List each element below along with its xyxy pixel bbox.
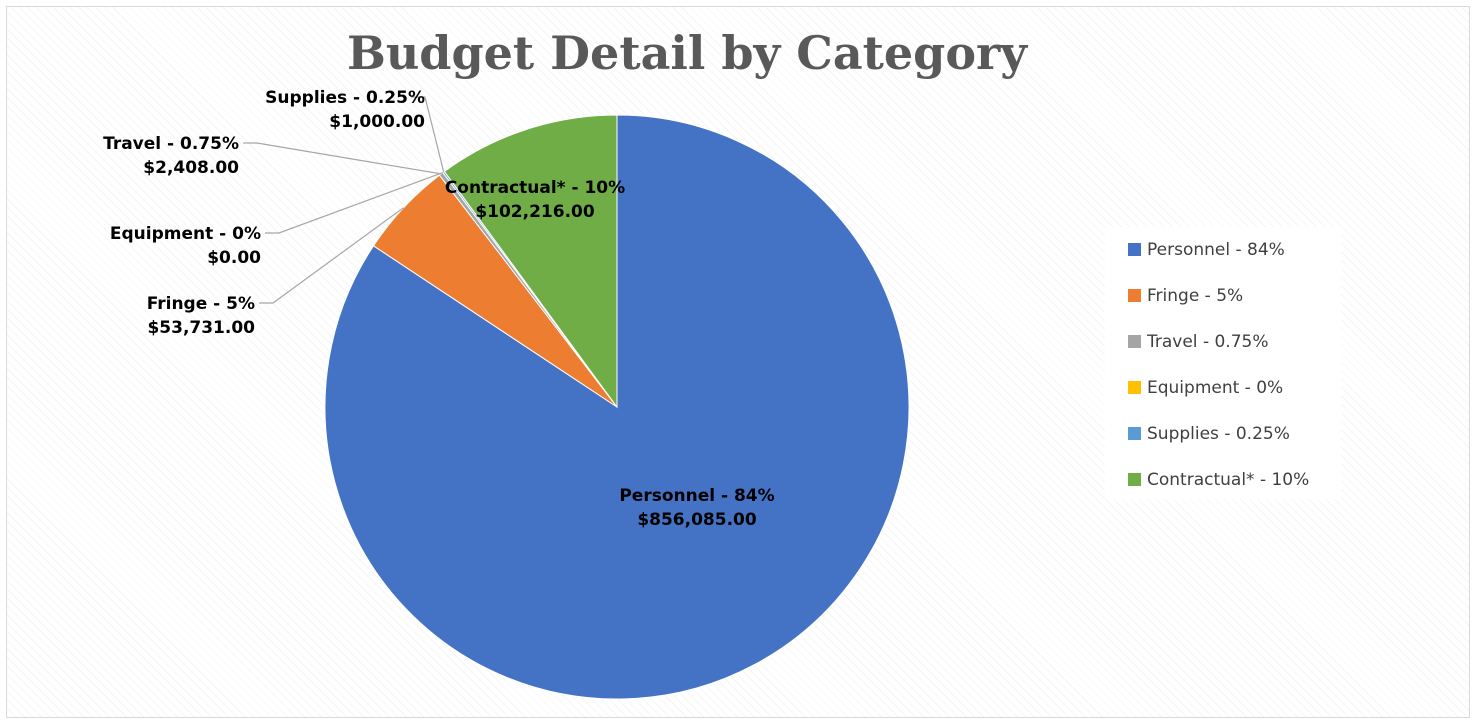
label-value: $856,085.00 — [637, 510, 757, 530]
pie-slices — [324, 114, 910, 700]
legend-swatch-equipment — [1128, 381, 1141, 394]
label-percent: Supplies - 0.25% — [265, 88, 425, 108]
pie-chart: Budget Detail by Category Personnel - 84… — [103, 26, 1341, 700]
legend: Personnel - 84% Fringe - 5% Travel - 0.75%… — [1105, 227, 1341, 499]
label-percent: Personnel - 84% — [619, 486, 774, 506]
leader-lines — [243, 96, 445, 304]
label-percent: Travel - 0.75% — [103, 134, 239, 154]
data-label-supplies: Supplies - 0.25% $1,000.00 — [265, 88, 425, 132]
legend-background — [1105, 227, 1341, 499]
label-percent: Contractual* - 10% — [445, 178, 625, 198]
leader-line-travel — [243, 142, 442, 175]
data-label-contractual: Contractual* - 10% $102,216.00 — [445, 178, 625, 222]
legend-label-contractual: Contractual* - 10% — [1147, 470, 1309, 490]
legend-swatch-contractual — [1128, 473, 1141, 486]
label-percent: Fringe - 5% — [147, 294, 255, 314]
label-value: $0.00 — [207, 248, 261, 268]
chart-title: Budget Detail by Category — [347, 26, 1028, 80]
data-label-fringe: Fringe - 5% $53,731.00 — [147, 294, 255, 338]
legend-items: Personnel - 84% Fringe - 5% Travel - 0.75%… — [1128, 240, 1309, 490]
leader-line-equipment — [265, 172, 444, 234]
legend-swatch-supplies — [1128, 427, 1141, 440]
label-value: $53,731.00 — [147, 318, 255, 338]
label-value: $2,408.00 — [143, 158, 239, 178]
legend-label-personnel: Personnel - 84% — [1147, 240, 1285, 260]
legend-label-travel: Travel - 0.75% — [1146, 332, 1268, 352]
legend-swatch-personnel — [1128, 243, 1141, 256]
legend-swatch-travel — [1128, 335, 1141, 348]
label-value: $1,000.00 — [329, 112, 425, 132]
legend-label-fringe: Fringe - 5% — [1147, 286, 1243, 306]
legend-swatch-fringe — [1128, 289, 1141, 302]
pie-slice-personnel — [324, 114, 910, 700]
data-label-personnel: Personnel - 84% $856,085.00 — [619, 486, 774, 530]
pie-slice-contractual — [443, 114, 618, 409]
data-labels: Personnel - 84% $856,085.00 Fringe - 5% $53… — [103, 88, 775, 530]
data-label-equipment: Equipment - 0% $0.00 — [110, 224, 261, 268]
leader-line-supplies — [411, 96, 445, 173]
legend-label-equipment: Equipment - 0% — [1147, 378, 1283, 398]
label-percent: Equipment - 0% — [110, 224, 261, 244]
chart-area: Budget Detail by Category Personnel - 84… — [6, 6, 1470, 718]
data-label-travel: Travel - 0.75% $2,408.00 — [103, 134, 239, 178]
leader-line-fringe — [259, 207, 404, 304]
legend-label-supplies: Supplies - 0.25% — [1147, 424, 1290, 444]
label-value: $102,216.00 — [475, 202, 595, 222]
